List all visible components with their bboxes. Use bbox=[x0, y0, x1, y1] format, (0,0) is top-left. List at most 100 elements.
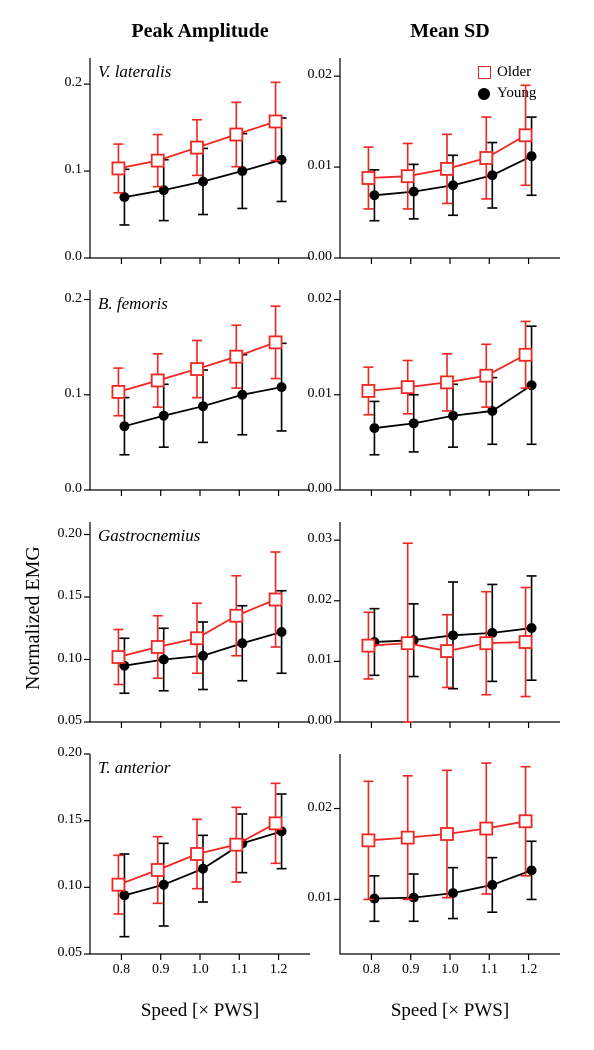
panel-muscle-label: T. anterior bbox=[98, 758, 170, 778]
panel-row0-col0 bbox=[90, 58, 310, 258]
marker-older bbox=[480, 152, 492, 164]
y-axis-label: Normalized EMG bbox=[22, 546, 45, 690]
marker-young bbox=[119, 192, 129, 202]
marker-young bbox=[198, 176, 208, 186]
xtick-label: 1.1 bbox=[474, 962, 504, 978]
panel-row3-col1 bbox=[340, 754, 560, 954]
marker-older bbox=[270, 336, 282, 348]
ytick-label: 0.00 bbox=[292, 249, 332, 265]
marker-older bbox=[112, 879, 124, 891]
ytick-label: 0.02 bbox=[292, 592, 332, 608]
marker-young bbox=[409, 893, 419, 903]
xtick-label: 0.8 bbox=[356, 962, 386, 978]
panel-row1-col1 bbox=[340, 290, 560, 490]
panel-row2-col0 bbox=[90, 522, 310, 722]
xtick-label: 0.9 bbox=[396, 962, 426, 978]
marker-young bbox=[527, 151, 537, 161]
marker-older bbox=[270, 115, 282, 127]
column-header-right: Mean SD bbox=[340, 20, 560, 43]
marker-young bbox=[237, 390, 247, 400]
marker-older bbox=[230, 610, 242, 622]
marker-older bbox=[441, 828, 453, 840]
ytick-label: 0.00 bbox=[292, 713, 332, 729]
xtick-label: 1.0 bbox=[185, 962, 215, 978]
figure-root: Peak AmplitudeMean SDNormalized EMGSpeed… bbox=[0, 0, 594, 1050]
ytick-label: 0.20 bbox=[42, 745, 82, 761]
marker-older bbox=[362, 834, 374, 846]
marker-older bbox=[152, 155, 164, 167]
marker-older bbox=[270, 594, 282, 606]
marker-young bbox=[159, 655, 169, 665]
panel-svg bbox=[90, 290, 310, 490]
marker-older bbox=[191, 363, 203, 375]
ytick-label: 0.15 bbox=[42, 812, 82, 828]
marker-young bbox=[487, 880, 497, 890]
marker-young bbox=[448, 411, 458, 421]
marker-older bbox=[230, 129, 242, 141]
marker-older bbox=[270, 817, 282, 829]
marker-young bbox=[409, 418, 419, 428]
marker-older bbox=[112, 162, 124, 174]
ytick-label: 0.1 bbox=[42, 386, 82, 402]
marker-young bbox=[119, 421, 129, 431]
panel-row2-col1 bbox=[340, 522, 560, 722]
marker-young bbox=[448, 180, 458, 190]
marker-older bbox=[112, 386, 124, 398]
marker-older bbox=[191, 142, 203, 154]
ytick-label: 0.0 bbox=[42, 249, 82, 265]
xtick-label: 0.8 bbox=[106, 962, 136, 978]
ytick-label: 0.15 bbox=[42, 588, 82, 604]
marker-older bbox=[480, 637, 492, 649]
marker-young bbox=[159, 880, 169, 890]
panel-svg bbox=[340, 754, 560, 954]
marker-older bbox=[402, 832, 414, 844]
xtick-label: 0.9 bbox=[146, 962, 176, 978]
marker-older bbox=[520, 129, 532, 141]
marker-young bbox=[277, 382, 287, 392]
marker-young bbox=[159, 411, 169, 421]
marker-young bbox=[277, 627, 287, 637]
ytick-label: 0.01 bbox=[292, 386, 332, 402]
marker-young bbox=[369, 894, 379, 904]
marker-older bbox=[362, 640, 374, 652]
marker-young bbox=[369, 190, 379, 200]
panel-muscle-label: V. lateralis bbox=[98, 62, 171, 82]
marker-older bbox=[402, 637, 414, 649]
xtick-label: 1.1 bbox=[224, 962, 254, 978]
ytick-label: 0.05 bbox=[42, 945, 82, 961]
marker-young bbox=[448, 630, 458, 640]
ytick-label: 0.05 bbox=[42, 713, 82, 729]
ytick-label: 0.2 bbox=[42, 291, 82, 307]
marker-young bbox=[448, 888, 458, 898]
ytick-label: 0.1 bbox=[42, 162, 82, 178]
panel-muscle-label: B. femoris bbox=[98, 294, 168, 314]
ytick-label: 0.0 bbox=[42, 481, 82, 497]
marker-older bbox=[152, 374, 164, 386]
marker-young bbox=[198, 651, 208, 661]
ytick-label: 0.03 bbox=[292, 531, 332, 547]
marker-young bbox=[369, 423, 379, 433]
x-axis-label-col1: Speed [× PWS] bbox=[340, 1000, 560, 1022]
ytick-label: 0.10 bbox=[42, 651, 82, 667]
marker-older bbox=[191, 632, 203, 644]
ytick-label: 0.10 bbox=[42, 878, 82, 894]
marker-young bbox=[409, 187, 419, 197]
panel-svg bbox=[90, 754, 310, 954]
ytick-label: 0.01 bbox=[292, 890, 332, 906]
ytick-label: 0.02 bbox=[292, 800, 332, 816]
ytick-label: 0.02 bbox=[292, 67, 332, 83]
panel-svg bbox=[90, 58, 310, 258]
axis-frame bbox=[340, 522, 560, 722]
marker-older bbox=[520, 815, 532, 827]
marker-older bbox=[441, 645, 453, 657]
panel-svg bbox=[340, 290, 560, 490]
marker-older bbox=[152, 641, 164, 653]
marker-young bbox=[119, 890, 129, 900]
marker-young bbox=[237, 166, 247, 176]
marker-young bbox=[527, 865, 537, 875]
marker-young bbox=[198, 864, 208, 874]
marker-young bbox=[198, 401, 208, 411]
ytick-label: 0.00 bbox=[292, 481, 332, 497]
marker-older bbox=[520, 636, 532, 648]
ytick-label: 0.01 bbox=[292, 652, 332, 668]
